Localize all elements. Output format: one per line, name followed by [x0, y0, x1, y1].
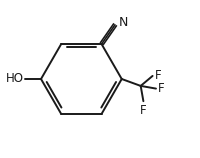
- Text: N: N: [119, 16, 129, 29]
- Text: F: F: [158, 82, 164, 95]
- Text: F: F: [154, 69, 161, 82]
- Text: HO: HO: [6, 73, 24, 85]
- Text: F: F: [140, 104, 147, 117]
